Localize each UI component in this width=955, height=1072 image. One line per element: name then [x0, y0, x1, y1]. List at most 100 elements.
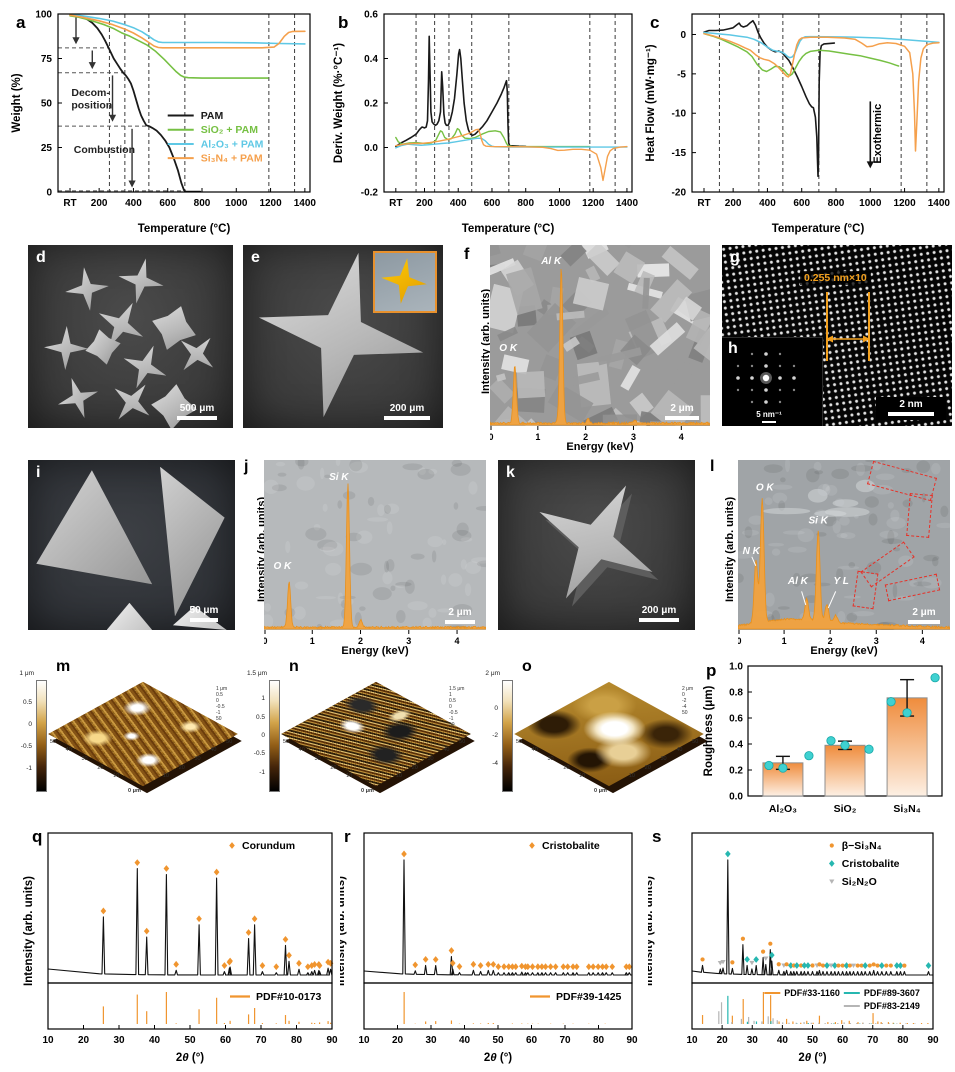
- svg-text:2θ (°): 2θ (°): [176, 1052, 204, 1064]
- svg-text:10: 10: [686, 1035, 698, 1046]
- axis-tick-left: 40: [298, 747, 305, 754]
- panel-label-f: f: [464, 246, 470, 263]
- panel-label-m: m: [56, 658, 71, 675]
- colorbar: [36, 680, 47, 792]
- svg-text:1400: 1400: [294, 198, 317, 209]
- series-Si₃N₄ + PAM: [395, 128, 628, 182]
- svg-text:Weight (%): Weight (%): [11, 73, 23, 132]
- axis-tick-left: 50: [49, 738, 56, 745]
- star-particle: [101, 372, 163, 428]
- legend: PAM SiO₂ + PAM Al₂O₃ + PAM Si₃N₄ + PAM: [167, 110, 264, 165]
- svg-text:50: 50: [41, 99, 53, 110]
- svg-text:Deriv. Weight (%·°C⁻¹): Deriv. Weight (%·°C⁻¹): [333, 43, 345, 163]
- colorbar-tick: 0: [28, 721, 32, 728]
- scale-bar-l: 2 μm: [904, 607, 944, 624]
- measure-line-right: [868, 292, 870, 361]
- z-axis-corner-labels: 1.5 μm 1 0.5 0 -0.5 -1 50: [449, 686, 465, 728]
- data-point: [778, 763, 788, 773]
- axis-tick-left: 20: [563, 764, 570, 771]
- svg-text:PDF#89-3607: PDF#89-3607: [864, 988, 920, 998]
- panel-label-h: h: [728, 340, 738, 357]
- svg-text:80: 80: [897, 1035, 909, 1046]
- axis-tick-right: 10: [628, 773, 635, 780]
- scale-bar-j: 2 μm: [440, 607, 480, 624]
- panel-label-l: l: [710, 458, 715, 475]
- xrd-pattern-cristobalite: Cristobalite PDF#39-1425 10 20 30 40 50 60 70 80 9…: [340, 827, 638, 1064]
- colorbar-tick: -0.5: [253, 750, 265, 758]
- svg-text:50: 50: [807, 1035, 819, 1046]
- svg-text:800: 800: [828, 198, 845, 209]
- axis-tick-right: 10: [395, 773, 402, 780]
- axis-tick-left: 10: [579, 773, 586, 780]
- svg-text:20: 20: [78, 1035, 90, 1046]
- svg-text:SiO₂ + PAM: SiO₂ + PAM: [201, 124, 259, 136]
- sem-image-tetrahedra: i 50 μm: [28, 460, 235, 630]
- colorbar-tick: 0.5: [255, 713, 265, 721]
- svg-text:400: 400: [450, 198, 467, 209]
- colorbar-tick: 0.5: [22, 699, 32, 706]
- fft-diffraction-inset: h 5 nm⁻¹: [722, 337, 823, 426]
- svg-text:Cristobalite: Cristobalite: [842, 858, 900, 870]
- svg-text:0.4: 0.4: [364, 54, 378, 65]
- colorbar: [502, 680, 513, 792]
- svg-text:0.8: 0.8: [729, 688, 743, 699]
- svg-text:0: 0: [490, 432, 494, 442]
- svg-text:2θ (°): 2θ (°): [798, 1052, 826, 1064]
- svg-text:0: 0: [738, 636, 742, 646]
- svg-text:O K: O K: [756, 483, 775, 494]
- svg-text:Cristobalite: Cristobalite: [542, 840, 600, 852]
- colorbar: [269, 680, 280, 792]
- y-axis: 0 -5 -10 -15 -20 Heat Flow (mW·mg⁻¹): [645, 30, 696, 199]
- svg-text:Si₂N₂O: Si₂N₂O: [842, 876, 877, 888]
- scale-bar-d: 500 μm: [169, 403, 225, 420]
- tetrahedron-particle: [36, 470, 153, 585]
- y-axis: 0 25 50 75 100 Weight (%): [11, 10, 62, 199]
- x-axis: RT 200 400 600 800 1000 1200 1400 Temperature (°…: [697, 188, 950, 235]
- eds-x-axis: 0 1 2 3 4: [738, 630, 925, 646]
- legend-main: β−Si₃N₄ Cristobalite Si₂N₂O: [828, 840, 900, 888]
- data-series: [703, 19, 940, 177]
- colorbar-tick: 1: [261, 695, 265, 703]
- diffraction-spots: [736, 352, 796, 404]
- svg-text:c: c: [650, 13, 659, 32]
- svg-text:Al₂O₃: Al₂O₃: [769, 803, 797, 815]
- peak-markers: [100, 859, 334, 971]
- optical-inset: [373, 251, 437, 313]
- svg-text:90: 90: [626, 1035, 638, 1046]
- svg-text:Y L: Y L: [834, 576, 849, 587]
- svg-text:2: 2: [583, 432, 588, 442]
- tetrahedron-particle: [106, 602, 153, 630]
- svg-text:1200: 1200: [259, 198, 282, 209]
- peak-markers: [401, 850, 633, 971]
- svg-text:0.6: 0.6: [364, 10, 378, 21]
- annotations: Exothermic: [866, 101, 884, 169]
- topography-surface: [48, 681, 238, 787]
- svg-text:Al K: Al K: [787, 576, 809, 587]
- data-series: [69, 14, 306, 192]
- svg-text:Al₂O₃ + PAM: Al₂O₃ + PAM: [201, 138, 264, 150]
- svg-text:2: 2: [828, 636, 833, 646]
- svg-text:80: 80: [593, 1035, 605, 1046]
- svg-text:60: 60: [220, 1035, 232, 1046]
- svg-text:1000: 1000: [548, 198, 571, 209]
- scale-bar-e: 200 μm: [379, 403, 435, 420]
- scale-bar-g: 2 nm: [876, 397, 946, 420]
- axis-tick-right: 40: [443, 747, 450, 754]
- sem-eds-image-j: 2 μm O K Si K: [264, 460, 486, 630]
- svg-text:RT: RT: [389, 198, 402, 209]
- colorbar-tick: -4: [492, 759, 498, 767]
- svg-text:50: 50: [492, 1035, 504, 1046]
- highlighted-rod-grain: [852, 570, 879, 610]
- svg-text:-20: -20: [672, 188, 687, 199]
- data-point: [764, 760, 774, 771]
- svg-text:Si₃N₄ + PAM: Si₃N₄ + PAM: [201, 153, 263, 165]
- eds-x-axis: 0 1 2 3 4: [264, 630, 460, 646]
- svg-text:0.2: 0.2: [364, 99, 378, 110]
- diffraction-curve: [363, 859, 632, 976]
- svg-text:400: 400: [125, 198, 142, 209]
- svg-text:200: 200: [91, 198, 108, 209]
- scale-bar-label: 5 nm⁻¹: [756, 410, 782, 419]
- svg-text:40: 40: [459, 1035, 471, 1046]
